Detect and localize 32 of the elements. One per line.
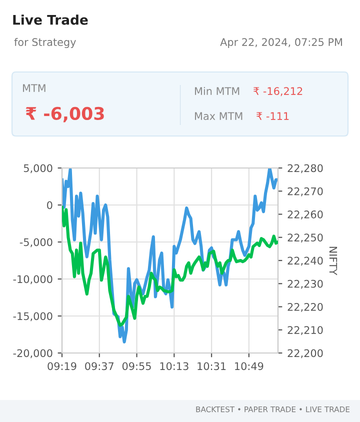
x-tick-label: 10:49 <box>235 362 264 370</box>
y2-tick-label: 22,230 <box>288 280 323 289</box>
x-tick-label: 10:31 <box>198 362 226 370</box>
x-tick-label: 09:55 <box>122 362 151 370</box>
text: ₹ -6,003 <box>26 106 104 122</box>
y-tick-label: 0 <box>47 201 52 210</box>
y2-tick-label: 22,260 <box>288 210 323 220</box>
text: ₹ -111 <box>256 112 289 120</box>
y2-tick-label: 22,210 <box>288 326 323 336</box>
x-tick-label: 10:13 <box>160 362 188 370</box>
y2-tick-label: 22,280 <box>288 164 323 174</box>
y-tick-label: -10,000 <box>13 275 52 284</box>
y2-tick-label: 22,220 <box>288 302 323 312</box>
line-series <box>62 206 278 327</box>
y-tick-label: -20,000 <box>13 349 52 358</box>
text: Max MTM <box>195 112 242 120</box>
y-tick-label: -5,000 <box>20 238 52 248</box>
x-tick-label: 09:19 <box>48 362 76 370</box>
y-tick-label: -15,000 <box>13 312 52 322</box>
text: ₹ -16,212 <box>254 87 302 96</box>
y2-tick-label: 22,240 <box>288 256 323 266</box>
text: Apr 22, 2024, 07:25 PM <box>220 38 342 48</box>
chart-title: Live Trade <box>13 14 88 25</box>
y2-axis-title: NIFTY <box>329 246 338 276</box>
y2-tick-label: 22,270 <box>288 187 323 196</box>
chart-subtitle: for Strategy <box>14 38 76 48</box>
text: Min MTM <box>195 86 240 95</box>
y2-tick-label: 22,250 <box>288 234 323 243</box>
y-tick-label: 5,000 <box>24 164 52 174</box>
y2-tick-label: 22,200 <box>288 349 323 358</box>
x-tick-label: 09:37 <box>85 362 114 370</box>
text: MTM <box>23 84 46 92</box>
